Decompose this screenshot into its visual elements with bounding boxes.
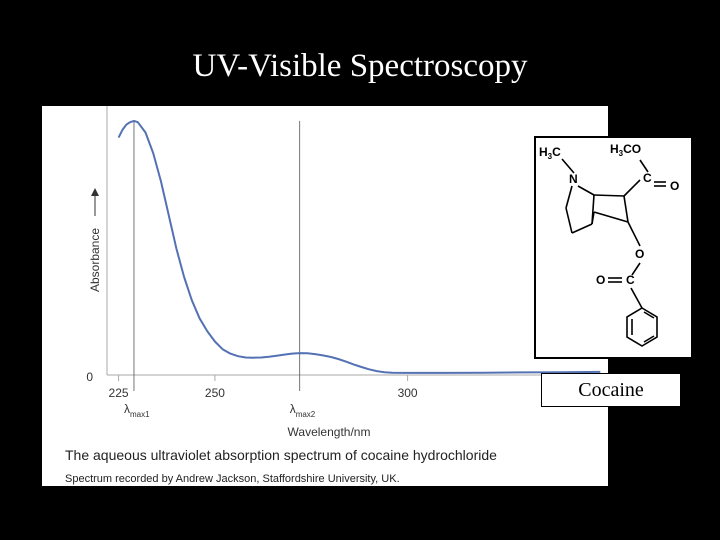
- cocaine-structure-diagram: H3C H3CO N C O O O C: [534, 136, 693, 359]
- figure-credit: Spectrum recorded by Andrew Jackson, Sta…: [65, 473, 400, 485]
- bond: [561, 158, 575, 174]
- bond: [593, 194, 625, 197]
- atom-label-benzoyl-o: O: [596, 273, 605, 287]
- figure-caption: The aqueous ultraviolet absorption spect…: [65, 447, 497, 463]
- bond: [591, 211, 595, 225]
- lambda-max-label: λmax1: [124, 402, 150, 419]
- atom-label-benzoyl-c: C: [626, 273, 635, 287]
- uv-spectrum-chart: 225 250 300 0 Wavelength/nm Absorbance λmax1 λm…: [86, 106, 608, 439]
- spectrum-line: [117, 119, 601, 374]
- structure-label: Cocaine: [541, 373, 681, 407]
- bond: [623, 195, 629, 223]
- structure-svg: H3C H3CO N C O O O C: [539, 142, 679, 347]
- bond: [639, 159, 649, 173]
- bond: [593, 211, 629, 223]
- x-axis-label: Wavelength/nm: [288, 425, 371, 439]
- x-tick-label: 250: [205, 386, 225, 400]
- bond: [643, 311, 655, 319]
- atom-label-carbonyl-c: C: [643, 171, 652, 185]
- bond: [630, 287, 643, 309]
- y-axis-arrowhead: [91, 188, 99, 196]
- slide-title: UV-Visible Spectroscopy: [192, 48, 528, 84]
- bond: [627, 221, 641, 247]
- atom-label-n: N: [569, 172, 578, 186]
- bond: [631, 262, 641, 276]
- atom-label-ester-o: O: [635, 247, 644, 261]
- spectrum-figure-panel: 225 250 300 0 Wavelength/nm Absorbance λmax1 λm…: [42, 106, 608, 486]
- bond: [577, 185, 595, 196]
- bond: [571, 223, 593, 234]
- bond: [643, 335, 655, 343]
- y-tick-label: 0: [86, 370, 93, 384]
- bond: [623, 179, 641, 197]
- bond: [565, 207, 573, 234]
- atom-label-carbonyl-o: O: [670, 179, 679, 193]
- bond: [565, 185, 573, 209]
- atom-label-h3co: H3CO: [610, 142, 641, 158]
- benzene-ring: [626, 307, 658, 347]
- x-tick-label: 225: [109, 386, 129, 400]
- lambda-max-label: λmax2: [290, 402, 316, 419]
- atom-label-h3c: H3C: [539, 145, 561, 161]
- x-tick-label: 300: [398, 386, 418, 400]
- y-axis-label: Absorbance: [88, 228, 102, 292]
